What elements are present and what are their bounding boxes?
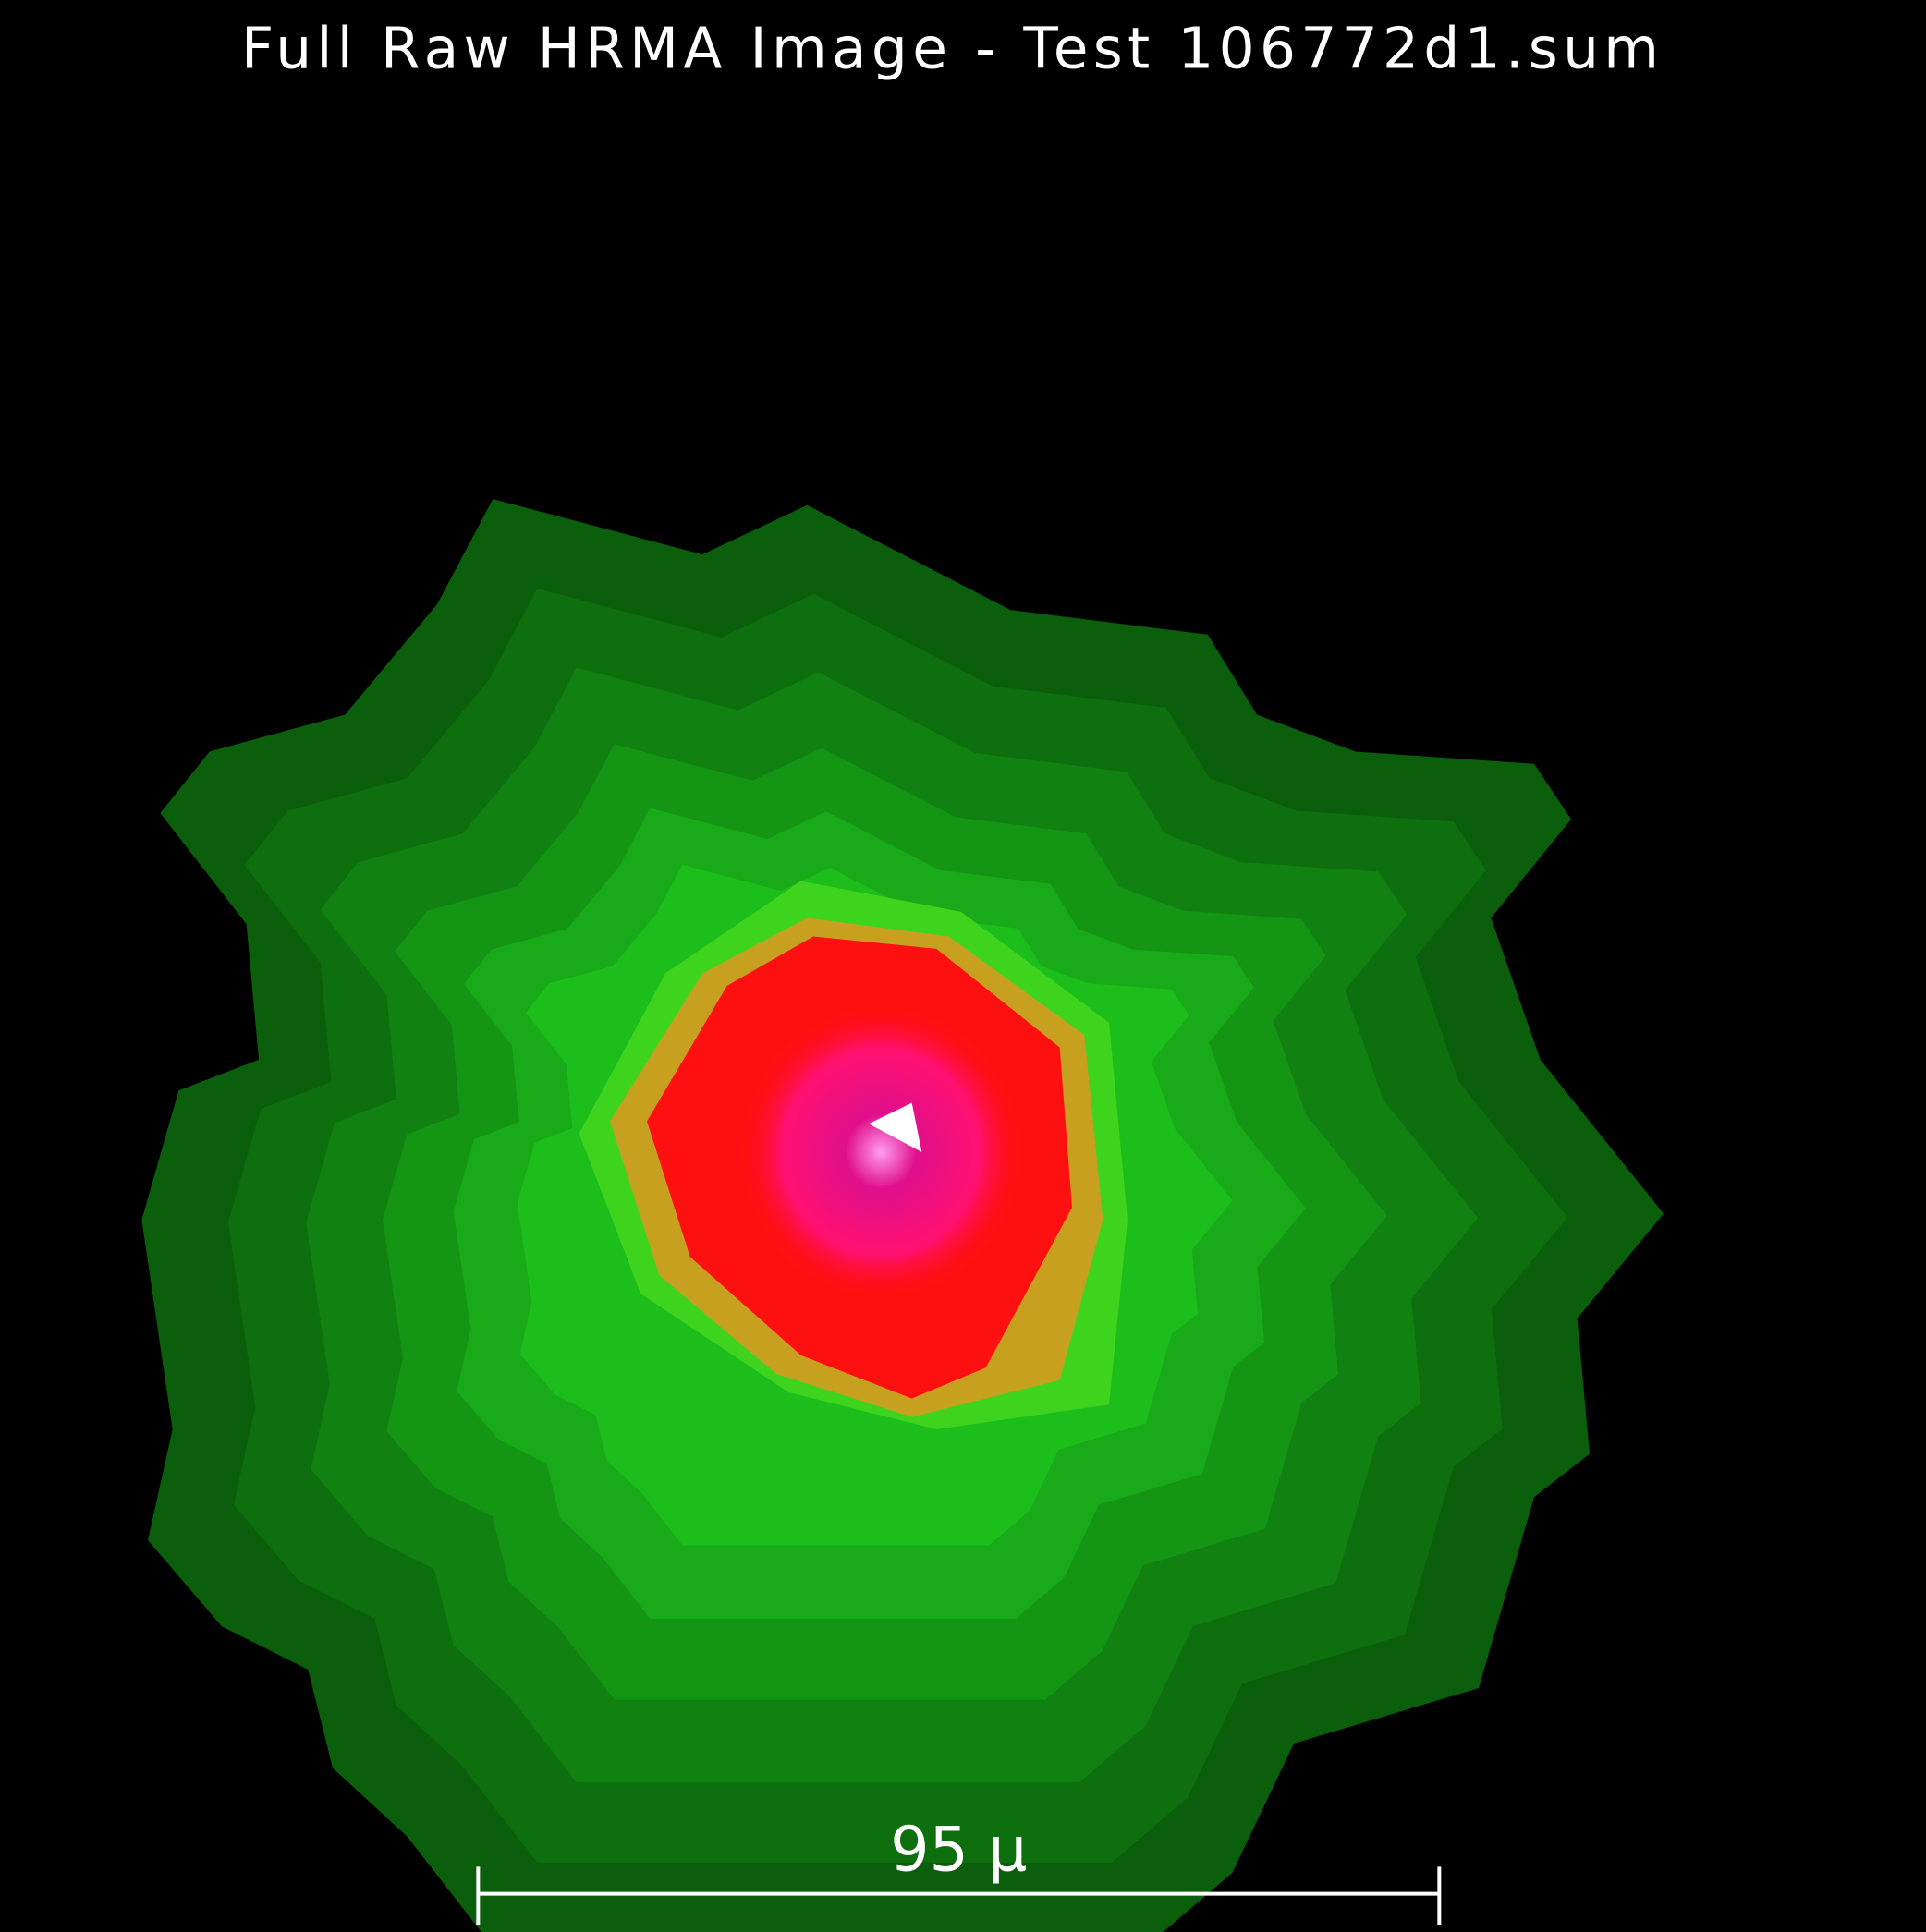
scale-label: 95 μ — [890, 1813, 1027, 1885]
peak-point — [869, 1102, 922, 1152]
title: Full Raw HRMA Image - Test 106772d1.sum — [241, 16, 1664, 81]
core-peak — [739, 1003, 1023, 1300]
scale-bar — [476, 1866, 1442, 1925]
